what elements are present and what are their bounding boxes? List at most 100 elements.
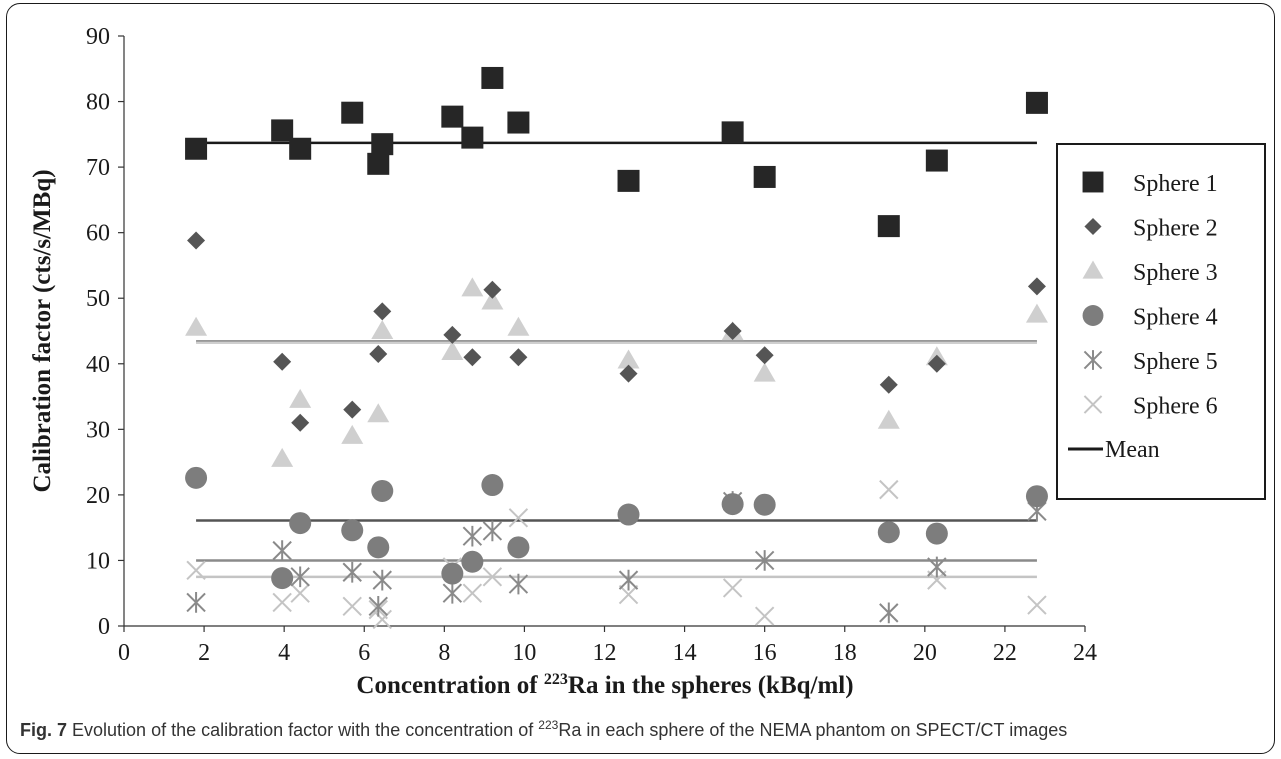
figure-caption: Fig. 7 Evolution of the calibration fact… <box>20 718 1260 741</box>
data-point <box>271 567 294 590</box>
data-point <box>271 119 294 142</box>
x-tick-label: 6 <box>358 640 370 666</box>
data-point <box>507 316 530 336</box>
data-point <box>341 519 364 542</box>
caption-label: Fig. 7 <box>20 720 68 740</box>
series-1 <box>185 66 1048 238</box>
data-point <box>341 424 364 444</box>
data-point <box>721 493 744 516</box>
x-axis-label-suffix: Ra in the spheres (kBq/ml) <box>568 672 854 699</box>
y-tick-label: 80 <box>86 90 110 116</box>
data-point <box>342 561 362 583</box>
data-point <box>879 479 899 500</box>
data-point <box>754 606 775 626</box>
caption-sup: 223 <box>538 718 559 732</box>
x-tick-label: 24 <box>1073 640 1097 666</box>
data-point <box>509 348 528 367</box>
data-point <box>877 409 900 429</box>
x-axis-label-sup: 223 <box>544 671 568 688</box>
data-point <box>289 388 312 408</box>
data-point <box>507 111 530 134</box>
data-point <box>482 520 503 542</box>
data-point <box>289 512 312 535</box>
x-axis-label: Concentration of 223Ra in the spheres (k… <box>356 671 853 699</box>
y-tick-label: 60 <box>86 221 110 247</box>
data-point <box>722 578 743 598</box>
data-point <box>187 231 206 250</box>
x-tick-label: 2 <box>198 640 210 666</box>
data-point <box>463 348 482 367</box>
x-tick-label: 22 <box>993 640 1017 666</box>
data-point <box>618 584 639 605</box>
data-point <box>367 152 390 175</box>
data-point <box>186 592 206 613</box>
x-ticks: 0 2 4 6 8 10 12 14 16 18 20 22 24 <box>118 626 1097 666</box>
data-point <box>925 522 948 545</box>
data-point <box>1025 303 1048 323</box>
y-tick-label: 0 <box>98 614 110 640</box>
data-point <box>441 105 464 128</box>
legend-label: Sphere 3 <box>1133 260 1218 286</box>
data-point <box>482 567 503 587</box>
data-point <box>723 322 742 340</box>
data-point <box>753 493 776 516</box>
y-tick-label: 10 <box>86 548 110 574</box>
data-point <box>290 566 310 588</box>
data-point <box>507 536 530 559</box>
data-point <box>372 609 392 630</box>
y-tick-label: 40 <box>86 352 110 378</box>
data-point <box>481 66 504 89</box>
data-point <box>273 352 292 371</box>
legend-marker <box>1082 260 1104 279</box>
data-point <box>721 121 744 144</box>
data-point <box>755 346 774 365</box>
legend-marker <box>1083 350 1103 370</box>
data-point <box>373 302 392 321</box>
data-point <box>753 165 776 188</box>
y-tick-label: 20 <box>86 483 110 509</box>
x-tick-label: 14 <box>673 640 697 666</box>
data-point <box>617 349 640 369</box>
data-point <box>462 525 483 547</box>
data-point <box>619 364 638 383</box>
x-tick-label: 0 <box>118 640 130 666</box>
legend-marker <box>1083 395 1103 414</box>
data-point <box>617 169 640 192</box>
data-point <box>443 325 462 344</box>
data-point <box>927 354 946 373</box>
series-5 <box>186 491 1047 624</box>
data-point <box>877 215 900 238</box>
series-4 <box>185 466 1048 590</box>
data-point <box>1025 485 1048 508</box>
data-point <box>343 400 362 419</box>
data-point <box>185 466 208 489</box>
data-point <box>1027 595 1047 615</box>
legend-label: Sphere 2 <box>1133 216 1218 242</box>
data-point <box>927 556 947 578</box>
data-point <box>342 596 362 617</box>
data-point <box>186 560 206 580</box>
y-tick-label: 70 <box>86 155 110 181</box>
data-point <box>925 149 948 172</box>
data-point <box>367 536 390 559</box>
x-tick-label: 4 <box>278 640 290 666</box>
x-tick-label: 18 <box>833 640 857 666</box>
x-tick-label: 8 <box>438 640 450 666</box>
series-3 <box>185 277 1048 467</box>
data-point <box>271 447 294 467</box>
legend-marker <box>1082 305 1104 326</box>
data-point <box>1027 277 1046 296</box>
legend-label: Sphere 6 <box>1133 394 1218 420</box>
legend-label: Sphere 5 <box>1133 349 1218 375</box>
data-point <box>1025 91 1048 114</box>
data-point <box>371 479 394 502</box>
data-point <box>371 320 394 339</box>
data-point <box>618 569 639 591</box>
data-point <box>461 277 484 297</box>
y-axis-label: Calibration factor (cts/s/MBq) <box>29 169 56 492</box>
x-tick-label: 10 <box>512 640 536 666</box>
data-point <box>617 503 640 526</box>
data-point <box>341 101 364 124</box>
legend: Sphere 1 Sphere 2 Sphere 3 Sphere 4 Sphere 5… <box>1056 143 1266 500</box>
